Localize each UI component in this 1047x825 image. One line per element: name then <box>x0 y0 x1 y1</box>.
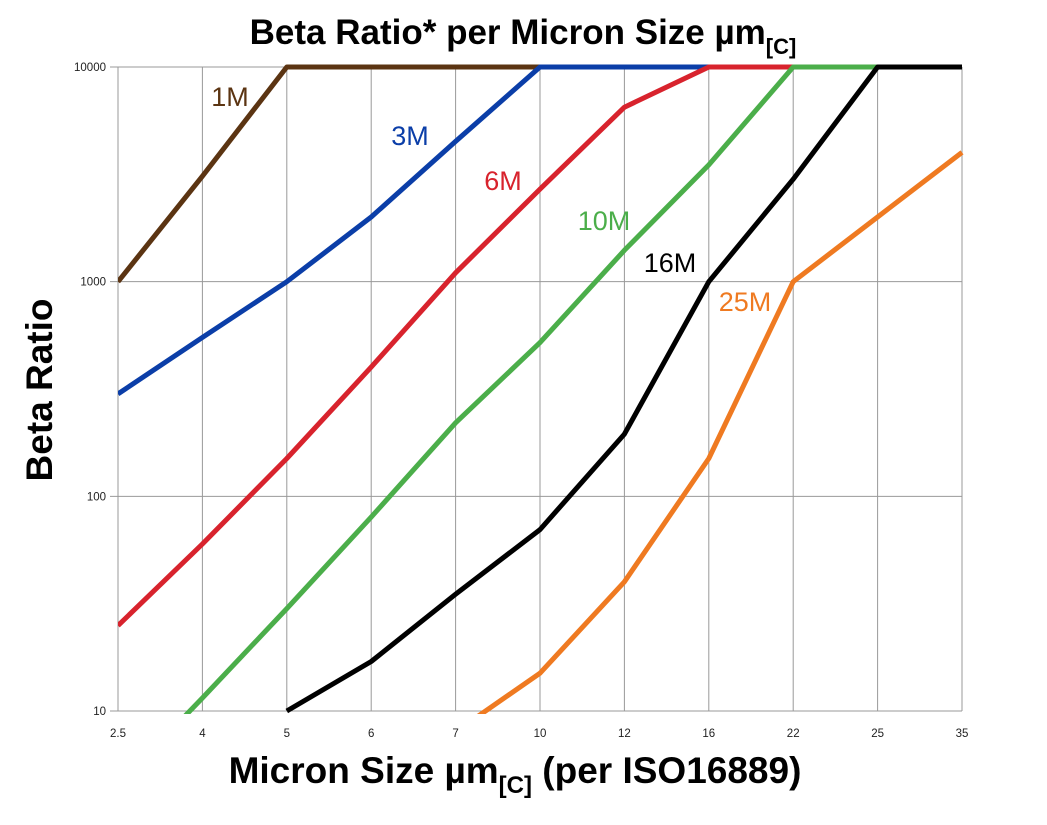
series-label-16M: 16M <box>644 248 697 278</box>
chart-title: Beta Ratio* per Micron Size µm[C] <box>250 13 797 59</box>
x-tick-label: 2.5 <box>110 728 126 740</box>
series-line-10M <box>183 64 962 714</box>
y-tick-label: 1000 <box>80 277 106 289</box>
y-axis-label: Beta Ratio <box>19 299 60 482</box>
series-label-10M: 10M <box>578 206 631 236</box>
series-label-6M: 6M <box>484 166 522 196</box>
x-tick-label: 16 <box>702 728 715 740</box>
x-tick-label: 22 <box>787 728 800 740</box>
x-tick-label: 10 <box>534 728 547 740</box>
series-label-25M: 25M <box>719 287 772 317</box>
x-tick-label: 6 <box>368 728 374 740</box>
y-tick-label: 100 <box>87 491 106 503</box>
series-label-3M: 3M <box>391 121 429 151</box>
x-axis-label: Micron Size µm[C] (per ISO16889) <box>229 750 802 799</box>
x-tick-label: 5 <box>284 728 290 740</box>
x-tick-label: 35 <box>956 728 969 740</box>
series-line-25M <box>476 150 964 714</box>
series-label-1M: 1M <box>211 82 249 112</box>
series-line-16M <box>285 64 962 714</box>
x-tick-label: 7 <box>452 728 458 740</box>
x-tick-label: 25 <box>871 728 884 740</box>
x-tick-label: 4 <box>199 728 206 740</box>
y-tick-label: 10 <box>93 706 106 718</box>
y-tick-label: 10000 <box>74 62 106 74</box>
x-tick-label: 12 <box>618 728 631 740</box>
